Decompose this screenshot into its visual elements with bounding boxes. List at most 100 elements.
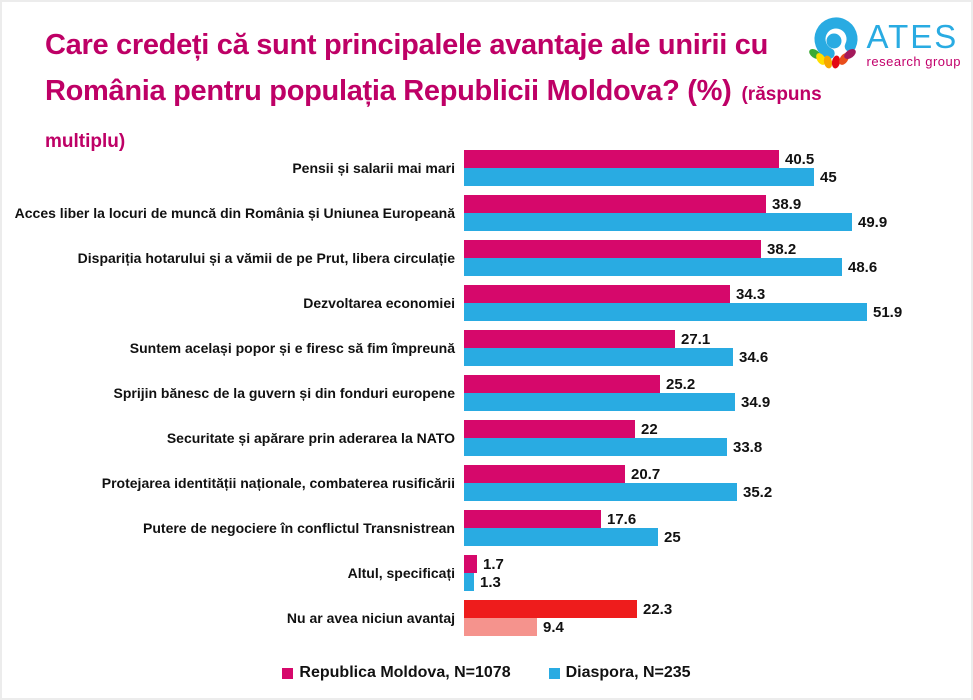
bar-line: 51.9: [464, 303, 973, 321]
bar-diaspora: [464, 438, 727, 456]
category-label: Nu ar avea niciun avantaj: [0, 610, 464, 626]
value-label: 25.2: [666, 375, 696, 393]
bar-republica-moldova: [464, 150, 779, 168]
bar-diaspora: [464, 213, 852, 231]
value-label: 34.3: [736, 285, 766, 303]
bar-diaspora: [464, 618, 537, 636]
chart-row: Acces liber la locuri de muncă din Român…: [0, 195, 973, 231]
value-label: 25: [664, 528, 681, 546]
value-label: 34.9: [741, 393, 771, 411]
ates-logo: ATES research group: [803, 14, 961, 77]
bar-republica-moldova: [464, 285, 730, 303]
title-suffix: (răspuns multiplu): [45, 84, 822, 152]
bar-diaspora: [464, 258, 842, 276]
header: Care credeți că sunt principalele avanta…: [0, 0, 973, 152]
bar-republica-moldova: [464, 240, 761, 258]
bar-line: 27.1: [464, 330, 973, 348]
category-label-text: Dispariția hotarului și a vămii de pe Pr…: [77, 250, 455, 266]
value-label: 22: [641, 420, 658, 438]
ates-logo-icon: [803, 14, 865, 77]
bar-group: 38.9 49.9: [464, 195, 973, 231]
bar-chart: Pensii și salarii mai mari 40.5 45 Acces li…: [0, 130, 973, 636]
bar-line: 34.3: [464, 285, 973, 303]
category-label: Putere de negociere în conflictul Transn…: [0, 520, 464, 536]
bar-republica-moldova: [464, 510, 601, 528]
logo-name: ATES: [866, 18, 959, 55]
legend-item: Republica Moldova, N=1078: [282, 664, 511, 682]
bar-line: 45: [464, 168, 973, 186]
bar-line: 34.9: [464, 393, 973, 411]
value-label: 27.1: [681, 330, 711, 348]
category-label-text: Putere de negociere în conflictul Transn…: [143, 520, 455, 536]
category-label-text: Altul, specificați: [347, 565, 455, 581]
bar-line: 38.2: [464, 240, 973, 258]
value-label: 34.6: [739, 348, 769, 366]
bar-line: 48.6: [464, 258, 973, 276]
value-label: 35.2: [743, 483, 773, 501]
bar-group: 38.2 48.6: [464, 240, 973, 276]
chart-row: Pensii și salarii mai mari 40.5 45: [0, 150, 973, 186]
chart-row: Dezvoltarea economiei 34.3 51.9: [0, 285, 973, 321]
bar-line: 25: [464, 528, 973, 546]
value-label: 1.3: [480, 573, 501, 591]
value-label: 45: [820, 168, 837, 186]
bar-group: 34.3 51.9: [464, 285, 973, 321]
value-label: 38.9: [772, 195, 802, 213]
bar-group: 17.6 25: [464, 510, 973, 546]
category-label: Suntem același popor și e firesc să fim …: [0, 340, 464, 356]
bar-line: 38.9: [464, 195, 973, 213]
chart-row: Protejarea identității naționale, combat…: [0, 465, 973, 501]
value-label: 1.7: [483, 555, 504, 573]
bar-diaspora: [464, 573, 474, 591]
chart-row: Sprijin bănesc de la guvern și din fondu…: [0, 375, 973, 411]
category-label: Dezvoltarea economiei: [0, 295, 464, 311]
bar-republica-moldova: [464, 600, 637, 618]
chart-legend: Republica Moldova, N=1078 Diaspora, N=235: [0, 664, 973, 682]
bar-diaspora: [464, 528, 658, 546]
category-label-text: Nu ar avea niciun avantaj: [286, 610, 455, 626]
bar-group: 22 33.8: [464, 420, 973, 456]
bar-republica-moldova: [464, 330, 675, 348]
category-label: Sprijin bănesc de la guvern și din fondu…: [0, 385, 464, 401]
category-label-text: Pensii și salarii mai mari: [292, 160, 455, 176]
value-label: 40.5: [785, 150, 815, 168]
bar-group: 20.7 35.2: [464, 465, 973, 501]
value-label: 38.2: [767, 240, 797, 258]
bar-line: 9.4: [464, 618, 973, 636]
category-label-text: Securitate și apărare prin aderarea la N…: [166, 430, 455, 446]
category-label-text: Protejarea identității naționale, combat…: [101, 475, 455, 491]
bar-diaspora: [464, 303, 867, 321]
value-label: 20.7: [631, 465, 661, 483]
bar-republica-moldova: [464, 555, 477, 573]
value-label: 48.6: [848, 258, 878, 276]
value-label: 33.8: [733, 438, 763, 456]
bar-line: 22.3: [464, 600, 973, 618]
category-label: Securitate și apărare prin aderarea la N…: [0, 430, 464, 446]
chart-row: Altul, specificați 1.7 1.3: [0, 555, 973, 591]
bar-line: 17.6: [464, 510, 973, 528]
category-label: Protejarea identității naționale, combat…: [0, 475, 464, 491]
bar-republica-moldova: [464, 195, 766, 213]
chart-row: Putere de negociere în conflictul Transn…: [0, 510, 973, 546]
bar-group: 25.2 34.9: [464, 375, 973, 411]
bar-republica-moldova: [464, 420, 635, 438]
bar-group: 27.1 34.6: [464, 330, 973, 366]
bar-line: 40.5: [464, 150, 973, 168]
category-label: Pensii și salarii mai mari: [0, 160, 464, 176]
legend-label: Republica Moldova, N=1078: [299, 664, 511, 681]
chart-row: Securitate și apărare prin aderarea la N…: [0, 420, 973, 456]
bar-line: 49.9: [464, 213, 973, 231]
value-label: 49.9: [858, 213, 888, 231]
category-label: Dispariția hotarului și a vămii de pe Pr…: [0, 250, 464, 266]
bar-diaspora: [464, 483, 737, 501]
legend-label: Diaspora, N=235: [565, 664, 691, 681]
legend-swatch: [548, 667, 560, 679]
value-label: 17.6: [607, 510, 637, 528]
chart-row: Dispariția hotarului și a vămii de pe Pr…: [0, 240, 973, 276]
category-label: Altul, specificați: [0, 565, 464, 581]
logo-fan-segments: [808, 49, 856, 69]
bar-diaspora: [464, 393, 735, 411]
bar-group: 40.5 45: [464, 150, 973, 186]
title-line1: Care credeți că sunt principalele avanta…: [45, 29, 768, 61]
